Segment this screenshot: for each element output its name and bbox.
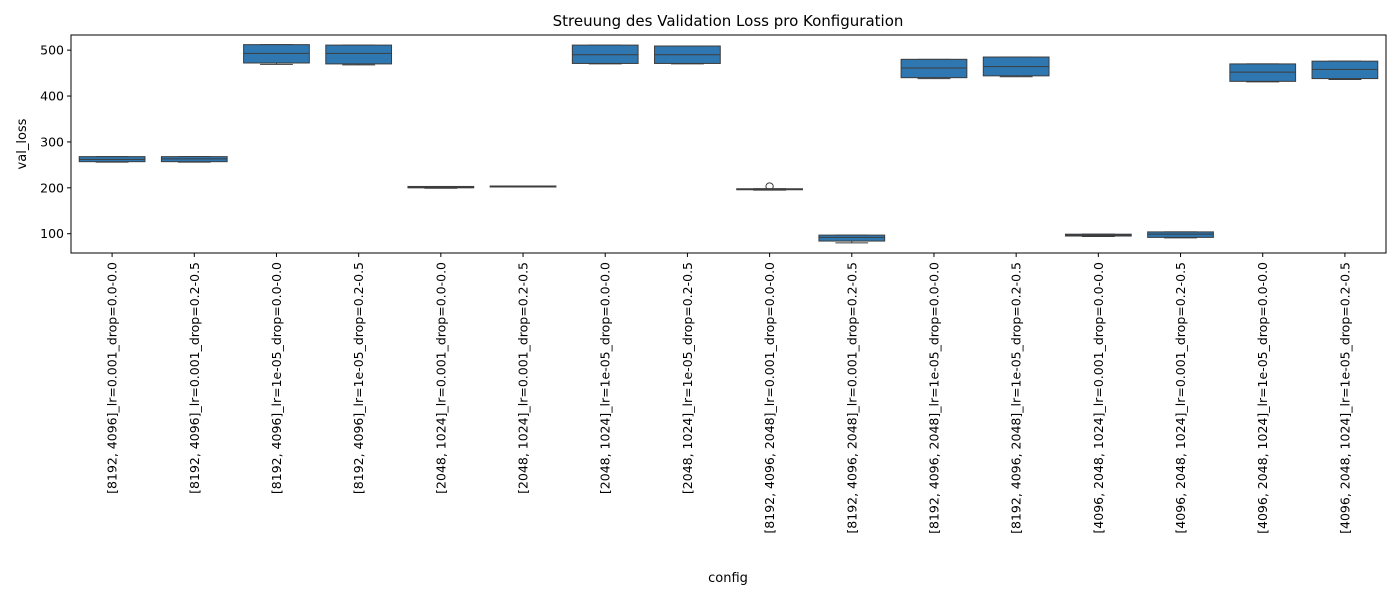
x-tick-label: [8192, 4096]_lr=1e-05_drop=0.2-0.5	[351, 262, 366, 494]
box-5	[407, 185, 475, 189]
x-tick-label: [4096, 2048, 1024]_lr=0.001_drop=0.2-0.5	[1173, 262, 1188, 534]
box-16	[1311, 60, 1379, 81]
y-axis-label: val_loss	[15, 118, 30, 169]
box-1	[78, 156, 146, 163]
x-tick-label: [2048, 1024]_lr=1e-05_drop=0.0-0.0	[598, 262, 613, 494]
box-7	[571, 44, 639, 65]
box-2	[160, 156, 228, 163]
box-3	[243, 44, 310, 65]
x-axis-label: config	[708, 571, 748, 586]
box-body	[818, 234, 886, 242]
box-9	[736, 182, 803, 191]
y-tick-label: 100	[40, 226, 64, 241]
x-tick-label: [8192, 4096]_lr=0.001_drop=0.0-0.0	[105, 262, 120, 494]
box-14	[1147, 231, 1214, 239]
x-tick-label: [4096, 2048, 1024]_lr=1e-05_drop=0.2-0.5	[1337, 262, 1352, 534]
y-tick-label: 300	[40, 134, 64, 149]
y-tick-label: 500	[40, 43, 64, 58]
x-tick-label: [8192, 4096, 2048]_lr=1e-05_drop=0.0-0.0	[926, 262, 941, 534]
x-tick-label: [4096, 2048, 1024]_lr=1e-05_drop=0.0-0.0	[1255, 262, 1270, 534]
box-11	[900, 58, 968, 80]
box-8	[654, 45, 721, 65]
x-tick-label: [4096, 2048, 1024]_lr=0.001_drop=0.0-0.0	[1091, 262, 1106, 534]
y-axis: 100 200 300 400 500	[40, 43, 71, 241]
y-tick-label: 400	[40, 89, 64, 104]
x-tick-label: [8192, 4096]_lr=0.001_drop=0.2-0.5	[187, 262, 202, 494]
box-10	[818, 234, 886, 244]
plot-frame	[70, 34, 1387, 254]
plot-area	[78, 44, 1379, 244]
x-tick-label: [8192, 4096, 2048]_lr=0.001_drop=0.0-0.0	[762, 262, 777, 534]
x-axis: [8192, 4096]_lr=0.001_drop=0.0-0.0 [8192,…	[105, 253, 1352, 534]
box-13	[1064, 233, 1132, 237]
y-tick-label: 200	[40, 180, 64, 195]
x-tick-label: [8192, 4096, 2048]_lr=0.001_drop=0.2-0.5	[844, 262, 859, 534]
x-tick-label: [8192, 4096, 2048]_lr=1e-05_drop=0.2-0.5	[1009, 262, 1024, 534]
x-tick-label: [2048, 1024]_lr=0.001_drop=0.0-0.0	[433, 262, 448, 494]
outlier-point	[765, 182, 774, 191]
chart-title: Streuung des Validation Loss pro Konfigu…	[553, 12, 904, 30]
box-15	[1229, 63, 1297, 83]
x-tick-label: [2048, 1024]_lr=0.001_drop=0.2-0.5	[516, 262, 531, 494]
box-6	[489, 185, 557, 188]
box-12	[982, 56, 1050, 78]
box-4	[325, 44, 393, 66]
box-body	[325, 44, 393, 65]
x-tick-label: [8192, 4096]_lr=1e-05_drop=0.0-0.0	[269, 262, 284, 494]
x-tick-label: [2048, 1024]_lr=1e-05_drop=0.2-0.5	[680, 262, 695, 494]
